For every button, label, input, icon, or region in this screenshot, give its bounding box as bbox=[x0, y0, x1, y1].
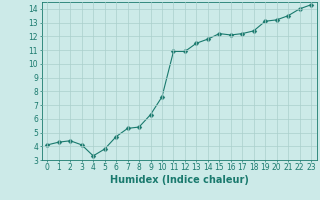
X-axis label: Humidex (Indice chaleur): Humidex (Indice chaleur) bbox=[110, 175, 249, 185]
